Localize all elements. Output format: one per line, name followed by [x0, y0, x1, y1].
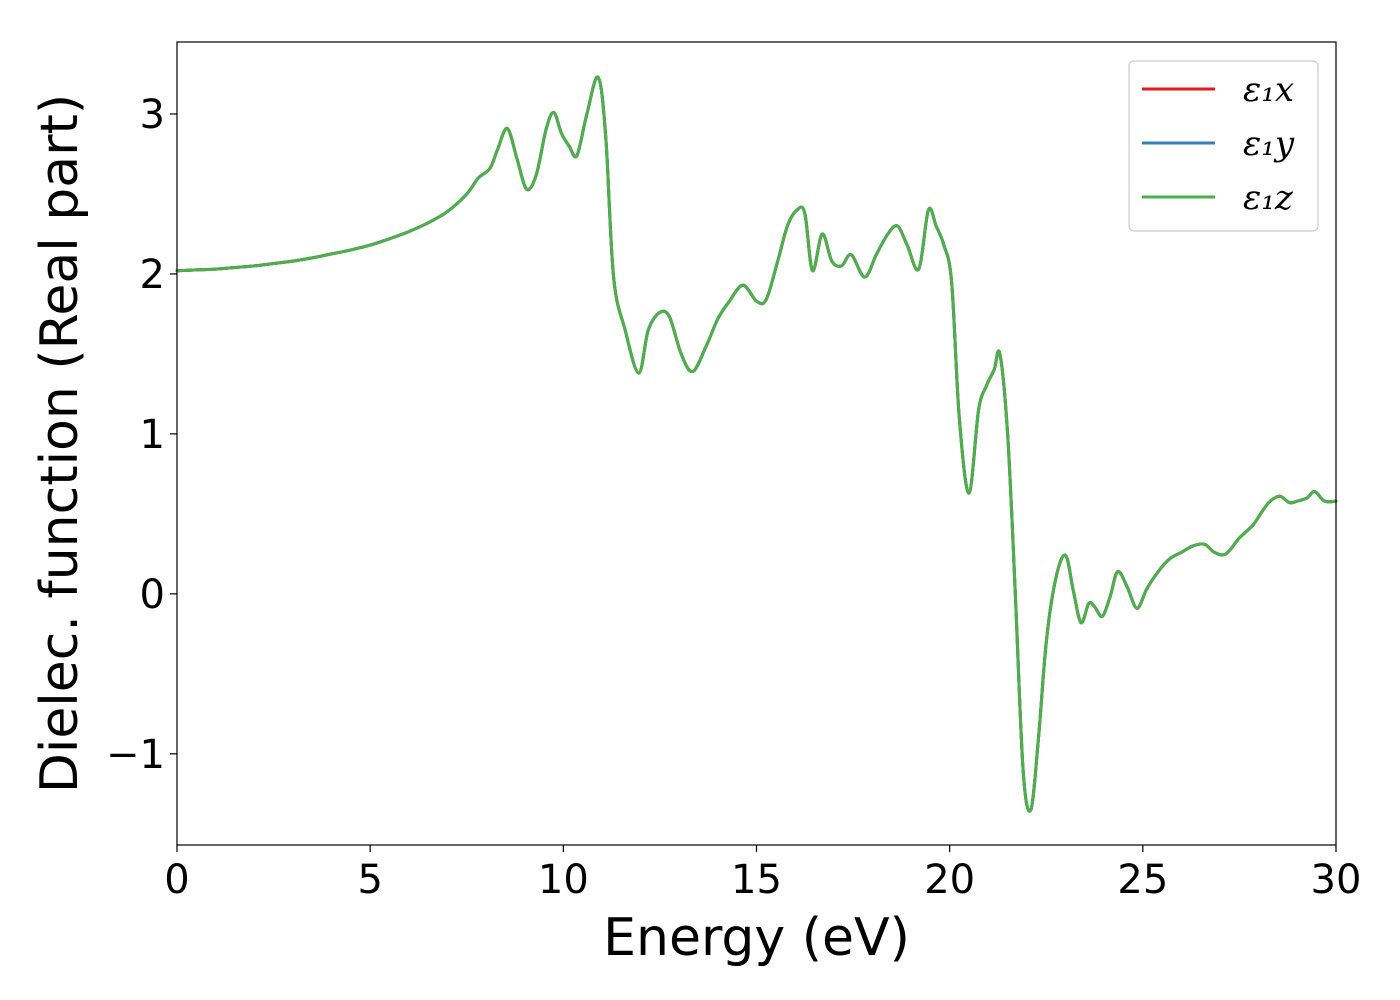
- series-line-eps1z: [175, 75, 1338, 813]
- x-tick-label: 20: [924, 857, 975, 903]
- x-tick-label: 0: [164, 857, 189, 903]
- x-tick-label: 10: [538, 857, 589, 903]
- legend-label-eps1y: ε₁y: [1243, 124, 1295, 164]
- legend-label-eps1z: ε₁z: [1243, 178, 1294, 218]
- x-tick-label: 30: [1311, 857, 1362, 903]
- y-axis-ticks: −1 0 1 2 3: [106, 92, 177, 778]
- y-tick-label: 0: [140, 572, 165, 618]
- legend-box: [1128, 60, 1319, 232]
- series-layer: [175, 75, 1338, 813]
- y-tick-label: 3: [140, 92, 165, 138]
- x-axis-label: Energy (eV): [603, 908, 910, 968]
- y-tick-label: 1: [140, 412, 165, 458]
- legend: ε₁x ε₁y ε₁z: [1128, 60, 1319, 232]
- y-tick-label: 2: [140, 252, 165, 298]
- legend-label-eps1x: ε₁x: [1243, 70, 1294, 110]
- x-tick-label: 15: [731, 857, 782, 903]
- y-axis-label: Dielec. function (Real part): [30, 94, 90, 793]
- x-tick-label: 25: [1117, 857, 1168, 903]
- x-axis-ticks: 0 5 10 15 20 25 30: [164, 845, 1361, 903]
- x-tick-label: 5: [357, 857, 382, 903]
- y-tick-label: −1: [106, 732, 165, 778]
